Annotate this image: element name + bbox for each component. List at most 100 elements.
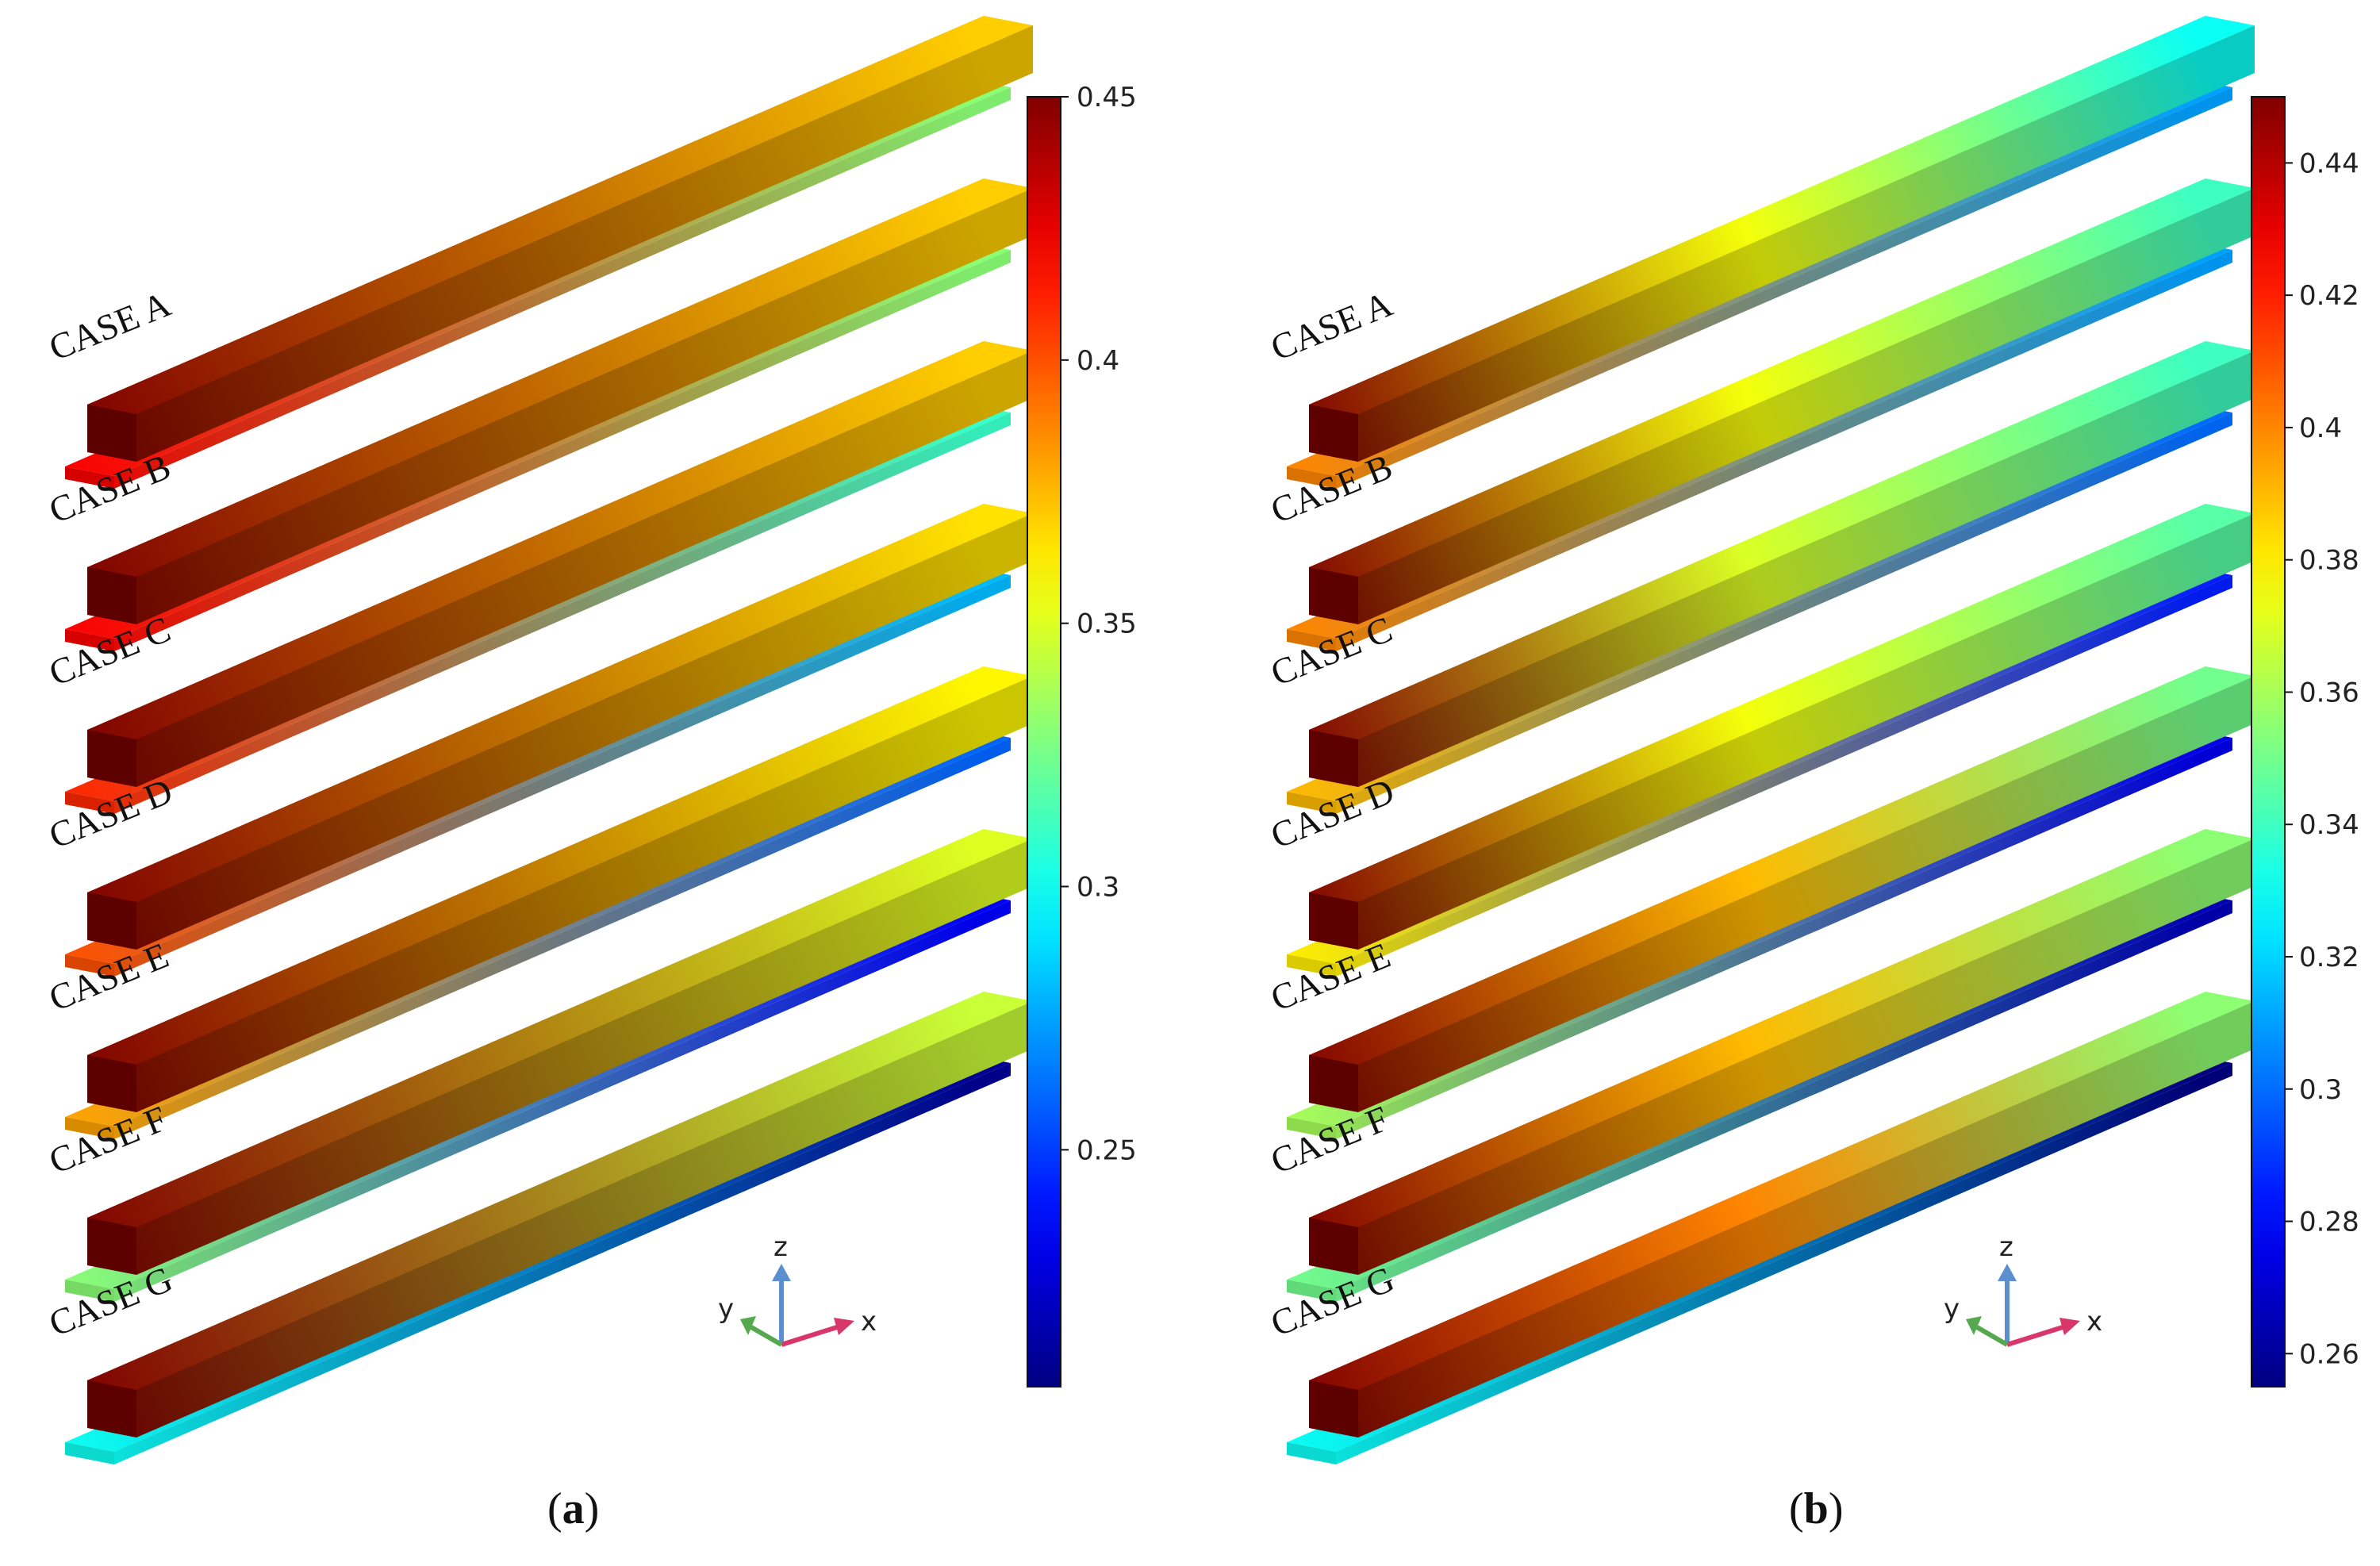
rib-top-face — [1309, 178, 2255, 577]
flange-front-face — [114, 575, 1011, 977]
y-axis-arrow — [1975, 1325, 2009, 1347]
z-axis-letter: z — [1999, 1231, 2013, 1263]
x-axis-arrow — [2006, 1325, 2063, 1347]
flange-front-face — [1336, 1063, 2232, 1464]
x-axis-arrow — [781, 1325, 838, 1347]
colorbar-tick-label: 0.36 — [2299, 677, 2359, 708]
x-arrowhead — [834, 1318, 854, 1335]
rib-end-face — [1309, 1055, 1358, 1112]
flange-front-face — [1336, 738, 2232, 1139]
x-axis-letter: x — [2086, 1306, 2102, 1338]
panel-label-b: (b) — [1789, 1484, 1844, 1533]
rib-front-face — [1358, 1001, 2255, 1437]
rib-top-face — [87, 504, 1033, 902]
rib-end-face — [87, 1055, 136, 1112]
rib-front-face — [1358, 351, 2255, 787]
flange-front-face — [1336, 87, 2232, 489]
y-axis-arrow — [750, 1325, 783, 1347]
flange-front-face — [114, 250, 1011, 651]
y-arrowhead — [1966, 1316, 1982, 1335]
colorbar-tick-label: 0.45 — [1077, 82, 1137, 113]
beam-case-a: CASE A — [44, 16, 1033, 489]
colorbar-tick-label: 0.28 — [2299, 1207, 2359, 1238]
rib-front-face — [1358, 513, 2255, 950]
beam-case-e: CASE E — [44, 666, 1033, 1139]
rib-top-face — [87, 16, 1033, 414]
flange-front-face — [1336, 413, 2232, 814]
colorbar-tick-label: 0.25 — [1077, 1134, 1137, 1166]
colorbar-tick-label: 0.34 — [2299, 809, 2359, 841]
flange-front-face — [1336, 575, 2232, 977]
flange-front-face — [1336, 900, 2232, 1302]
rib-top-face — [1309, 829, 2255, 1227]
rib-end-face — [87, 567, 136, 624]
rib-end-face — [87, 1218, 136, 1275]
beam-case-e: CASE E — [1265, 666, 2255, 1139]
beam-case-d: CASE D — [44, 504, 1033, 977]
colorbar-tick-label: 0.38 — [2299, 545, 2359, 577]
flange-end-face — [1287, 466, 1336, 489]
flange-front-face — [114, 1063, 1011, 1464]
rib-front-face — [136, 351, 1033, 787]
rib-front-face — [1358, 839, 2255, 1275]
beam-case-c: CASE C — [1265, 341, 2255, 814]
rib-end-face — [87, 1380, 136, 1437]
colorbar-gradient — [1027, 96, 1061, 1388]
flange-end-face — [65, 1280, 114, 1302]
rib-front-face — [136, 513, 1033, 950]
rib-end-face — [1309, 567, 1358, 624]
case-label: CASE A — [1265, 283, 1398, 368]
rib-end-face — [87, 730, 136, 787]
colorbar-tick-label: 0.4 — [2299, 413, 2342, 444]
rib-front-face — [1358, 25, 2255, 462]
colorbar-tick-label: 0.26 — [2299, 1338, 2359, 1370]
z-arrowhead — [772, 1264, 791, 1281]
flange-end-face — [1287, 954, 1336, 977]
colorbar-tick-label: 0.3 — [2299, 1074, 2342, 1106]
flange-end-face — [1287, 1442, 1336, 1464]
colorbar-tick-label: 0.4 — [1077, 345, 1119, 377]
flange-front-face — [114, 738, 1011, 1139]
panel-label-a: (a) — [547, 1484, 600, 1533]
flange-end-face — [65, 1442, 114, 1464]
flange-end-face — [1287, 629, 1336, 651]
rib-front-face — [136, 25, 1033, 462]
colorbar-tick-label: 0.32 — [2299, 942, 2359, 973]
y-axis-letter: y — [718, 1293, 734, 1325]
flange-front-face — [114, 413, 1011, 814]
y-axis-letter: y — [1944, 1293, 1960, 1325]
z-axis-letter: z — [774, 1231, 788, 1263]
colorbar-tick-label: 0.42 — [2299, 280, 2359, 312]
rib-end-face — [87, 405, 136, 462]
flange-end-face — [65, 629, 114, 651]
axis-triad: z x y — [718, 1231, 877, 1347]
x-axis-letter: x — [861, 1306, 877, 1338]
beam-case-c: CASE C — [44, 341, 1033, 814]
beam-case-b: CASE B — [1265, 178, 2255, 651]
beam-case-g: CASE G — [1265, 992, 2255, 1464]
axis-triad: z x y — [1944, 1231, 2102, 1347]
rib-top-face — [1309, 341, 2255, 739]
colorbar-gradient — [2251, 96, 2286, 1388]
rib-top-face — [87, 341, 1033, 739]
colorbar-tick-label: 0.35 — [1077, 608, 1137, 640]
beam-case-f: CASE F — [44, 829, 1033, 1302]
rib-top-face — [1309, 666, 2255, 1065]
rib-top-face — [87, 178, 1033, 577]
beam-case-b: CASE B — [44, 178, 1033, 651]
flange-front-face — [114, 900, 1011, 1302]
rib-top-face — [1309, 504, 2255, 902]
rib-end-face — [1309, 730, 1358, 787]
rib-top-face — [87, 992, 1033, 1390]
colorbar: 0.45 0.4 0.35 0.3 0.25 — [1027, 82, 1137, 1388]
rib-end-face — [87, 892, 136, 950]
flange-front-face — [1336, 250, 2232, 651]
rib-front-face — [136, 1001, 1033, 1437]
rib-top-face — [1309, 16, 2255, 414]
case-label: CASE A — [44, 283, 176, 368]
z-arrowhead — [1998, 1264, 2017, 1281]
rib-front-face — [136, 676, 1033, 1112]
rib-front-face — [136, 188, 1033, 624]
